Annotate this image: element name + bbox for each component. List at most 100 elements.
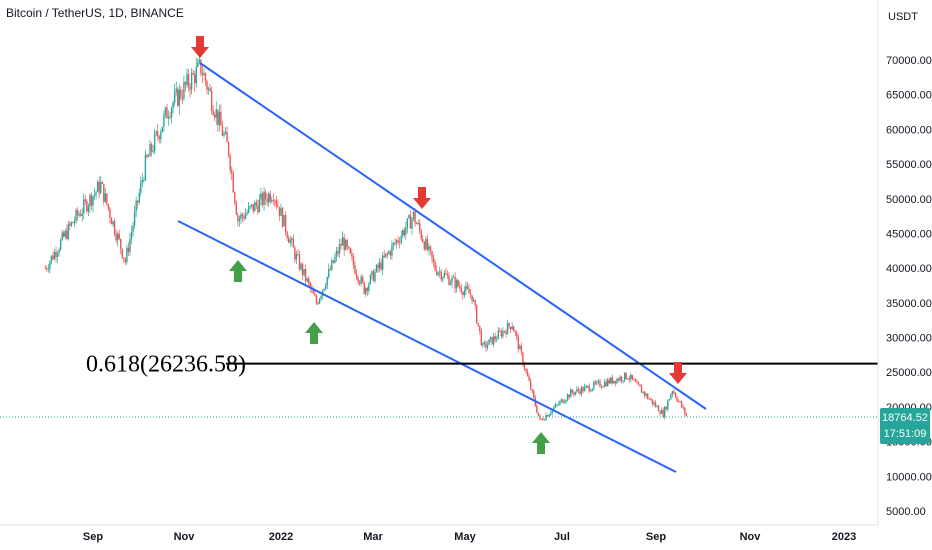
candle-body: [96, 181, 99, 192]
candle-body: [590, 390, 592, 392]
candle-body: [425, 238, 427, 250]
candle-body: [500, 331, 503, 337]
candle-body: [264, 192, 267, 200]
up-arrow-icon: [305, 322, 323, 344]
candle-body: [492, 336, 495, 345]
candle-body: [158, 136, 160, 140]
candle-body: [525, 368, 527, 372]
candle-body: [132, 225, 134, 232]
candle-body: [420, 230, 422, 239]
candle-body: [519, 345, 521, 350]
candle-body: [144, 154, 147, 180]
candle-body: [417, 223, 419, 225]
price-tick-label: 50000.00: [886, 194, 932, 206]
candle-body: [47, 268, 50, 270]
candle-body: [203, 73, 205, 76]
candle-body: [229, 155, 231, 171]
candle-body: [508, 323, 510, 327]
candle-body: [303, 269, 305, 276]
candle-body: [551, 409, 553, 414]
candle-body: [308, 278, 310, 283]
candle-body: [138, 192, 140, 203]
candle-body: [429, 246, 432, 252]
candle-body: [674, 393, 677, 398]
candle-body: [668, 399, 671, 401]
candle-body: [260, 193, 262, 200]
candle-body: [272, 200, 274, 202]
candle-body: [173, 92, 176, 103]
candle-body: [645, 394, 647, 396]
candle-body: [210, 91, 213, 111]
candle-body: [439, 271, 441, 273]
candle-body: [116, 233, 119, 241]
candle-body: [462, 292, 464, 296]
candle-body: [650, 399, 652, 401]
candle-body: [59, 239, 62, 250]
candle-body: [90, 195, 93, 206]
candle-body: [133, 211, 136, 226]
candle-body: [392, 242, 395, 245]
candle-body: [549, 413, 552, 415]
candle-body: [238, 219, 241, 222]
candle-body: [648, 398, 650, 400]
candle-body: [631, 374, 634, 380]
candle-body: [520, 345, 523, 353]
countdown-label: 17:51:09: [884, 428, 927, 440]
time-tick-label: Sep: [83, 531, 103, 543]
candle-body: [257, 205, 259, 213]
candle-body: [371, 271, 373, 275]
candle-body: [582, 387, 584, 392]
candle-body: [246, 212, 248, 215]
up-arrow-icon: [229, 260, 247, 282]
candle-body: [452, 277, 455, 279]
candle-body: [588, 385, 590, 392]
candle-body: [497, 330, 499, 339]
candle-body: [157, 131, 159, 137]
candle-body: [576, 389, 578, 392]
candle-body: [240, 214, 242, 220]
candle-body: [124, 259, 127, 263]
candle-body: [266, 199, 268, 203]
candle-body: [526, 371, 529, 377]
candle-body: [163, 114, 165, 127]
candle-body: [243, 216, 245, 219]
candle-body: [149, 143, 151, 157]
candle-body: [170, 108, 173, 117]
candle-body: [295, 254, 298, 260]
candle-body: [109, 208, 111, 218]
candle-body: [382, 255, 384, 270]
candle-body: [93, 193, 96, 197]
candle-body: [398, 242, 401, 244]
price-tick-label: 35000.00: [886, 298, 932, 310]
candle-body: [651, 399, 654, 404]
candle-body: [600, 386, 603, 388]
candle-body: [217, 109, 219, 125]
chart-title: Bitcoin / TetherUS, 1D, BINANCE: [6, 6, 184, 20]
candle-body: [255, 202, 258, 206]
candle-body: [560, 399, 563, 402]
candle-body: [267, 193, 270, 203]
candle-body: [368, 284, 370, 291]
candle-body: [309, 282, 311, 289]
candle-body: [375, 264, 378, 272]
candle-body: [318, 298, 321, 304]
candle-body: [58, 249, 60, 254]
candle-body: [476, 305, 478, 324]
candle-body: [160, 132, 162, 140]
candle-body: [378, 262, 381, 269]
candle-body: [215, 109, 217, 118]
candle-body: [73, 221, 76, 223]
candle-body: [323, 288, 325, 291]
candle-body: [660, 409, 663, 414]
candle-body: [357, 276, 359, 282]
candle-body: [511, 326, 513, 330]
candle-body: [164, 107, 167, 115]
candle-body: [66, 230, 68, 239]
candle-body: [206, 81, 208, 90]
candle-body: [150, 143, 153, 152]
candle-body: [602, 386, 604, 388]
candle-body: [665, 406, 667, 410]
candle-body: [494, 336, 496, 340]
candle-body: [374, 271, 376, 282]
